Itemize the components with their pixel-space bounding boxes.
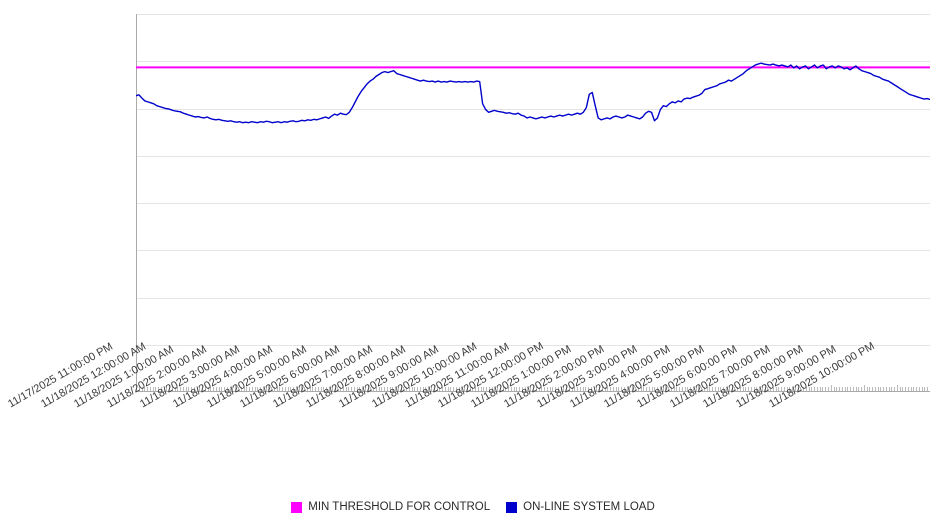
series-on-line-system-load	[136, 62, 930, 124]
legend-swatch-magenta	[291, 501, 303, 513]
legend-label-min-threshold-for-control: MIN THRESHOLD FOR CONTROL	[308, 501, 491, 513]
x-axis-label-group: 11/17/2025 11:00:00 PM 11/18/2025 12:00:0…	[0, 340, 946, 492]
plot-area	[136, 14, 930, 392]
legend-item-min-threshold-for-control[interactable]: MIN THRESHOLD FOR CONTROL	[291, 501, 490, 513]
plot-canvas	[136, 14, 930, 392]
chart-legend: MIN THRESHOLD FOR CONTROL ON-LINE SYSTEM…	[0, 496, 946, 518]
legend-item-on-line-system-load[interactable]: ON-LINE SYSTEM LOAD	[506, 501, 655, 513]
gridlines	[136, 14, 930, 346]
legend-swatch-blue	[506, 501, 518, 513]
legend-label-on-line-system-load: ON-LINE SYSTEM LOAD	[523, 501, 655, 513]
